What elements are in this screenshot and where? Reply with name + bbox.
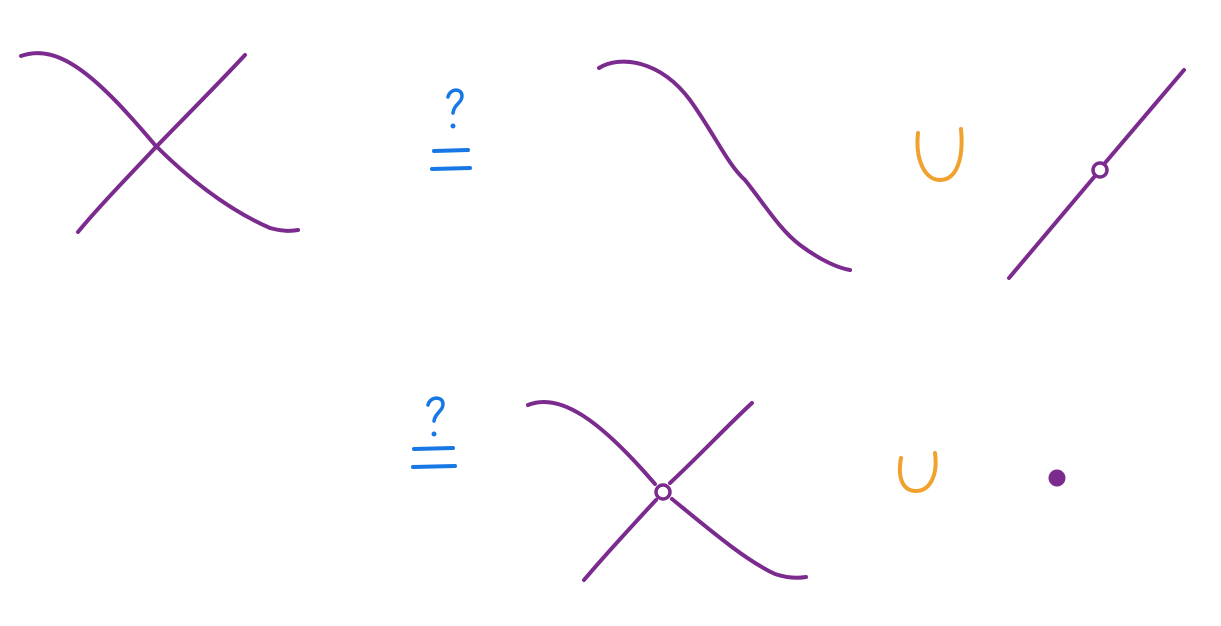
question-mark-bottom-icon [426,396,445,423]
filled-dot-icon [1048,469,1066,487]
equals-bottom-line-1 [412,446,455,451]
question-mark-dot-bottom [431,431,437,437]
descending-curve [597,59,852,272]
open-circle-intersection-icon [654,483,672,501]
punctured-curve-descending-right [670,497,808,580]
question-equals-bottom [411,396,457,469]
union-top-icon [915,127,964,182]
crossing-curve-ascending [76,53,247,234]
equals-top-line-1 [432,148,470,153]
ascending-line-lower [1007,174,1097,280]
punctured-curve-descending-left [526,399,657,486]
ascending-line-upper [1103,68,1186,165]
union-bottom-icon [897,451,938,493]
equals-top-line-2 [430,166,472,171]
punctured-line [1007,68,1186,280]
question-mark-dot-top [450,123,456,129]
crossing-curve-descending [19,51,300,233]
punctured-curve-ascending-upper [668,401,754,485]
equals-bottom-line-2 [411,464,457,469]
crossing-curves-punctured [526,399,808,582]
question-equals-top [430,88,472,171]
crossing-curves-top-left [19,51,300,234]
punctured-curve-ascending-lower [582,498,658,582]
question-mark-top-icon [446,88,464,115]
open-circle-icon [1091,161,1109,179]
